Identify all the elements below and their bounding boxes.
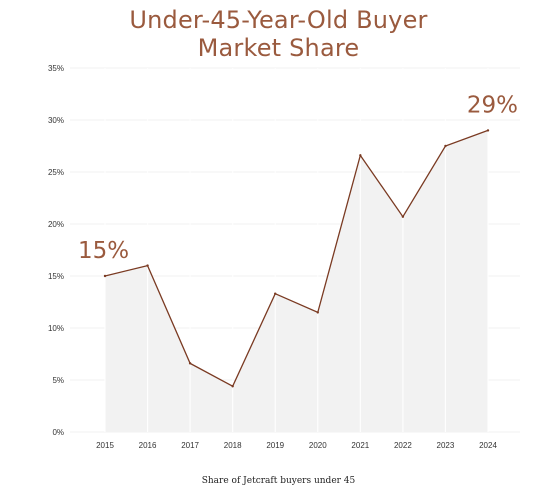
- data-point-2023: [444, 144, 447, 148]
- data-point-2020: [316, 311, 319, 314]
- data-point-2024: [486, 129, 490, 132]
- annotation-label: 29%: [467, 92, 518, 118]
- series-line: [104, 129, 489, 388]
- x-tick-label: 2024: [479, 441, 497, 450]
- data-point-2016: [146, 264, 149, 267]
- y-tick-label: 30%: [48, 116, 64, 125]
- annotation-label: 15%: [78, 238, 129, 264]
- area-fill: [105, 130, 488, 432]
- x-tick-label: 2015: [96, 441, 114, 450]
- x-tick-label: 2020: [309, 441, 327, 450]
- y-tick-label: 25%: [48, 168, 64, 177]
- chart-title-line-2: Market Share: [197, 34, 360, 62]
- x-tick-label: 2017: [181, 441, 199, 450]
- y-tick-label: 35%: [48, 64, 64, 73]
- y-tick-label: 20%: [48, 220, 64, 229]
- x-tick-label: 2018: [224, 441, 242, 450]
- data-point-2019: [274, 292, 277, 295]
- x-tick-label: 2022: [394, 441, 412, 450]
- x-tick-label: 2023: [437, 441, 455, 450]
- x-tick-label: 2021: [351, 441, 369, 450]
- x-tick-label: 2016: [139, 441, 157, 450]
- data-point-2021: [359, 154, 362, 157]
- chart-caption: Share of Jetcraft buyers under 45: [201, 476, 356, 486]
- x-tick-label: 2019: [266, 441, 284, 450]
- data-point-2018: [231, 385, 234, 388]
- chart-title-line-1: Under-45-Year-Old Buyer: [129, 6, 428, 34]
- data-point-2022: [401, 215, 405, 218]
- chart-title: Under-45-Year-Old Buyer Market Share: [0, 6, 557, 62]
- y-tick-label: 0%: [52, 428, 64, 437]
- data-point-2015: [103, 274, 107, 278]
- data-point-2017: [188, 362, 192, 365]
- y-tick-label: 5%: [52, 376, 64, 385]
- y-tick-label: 15%: [48, 272, 64, 281]
- y-tick-label: 10%: [48, 324, 64, 333]
